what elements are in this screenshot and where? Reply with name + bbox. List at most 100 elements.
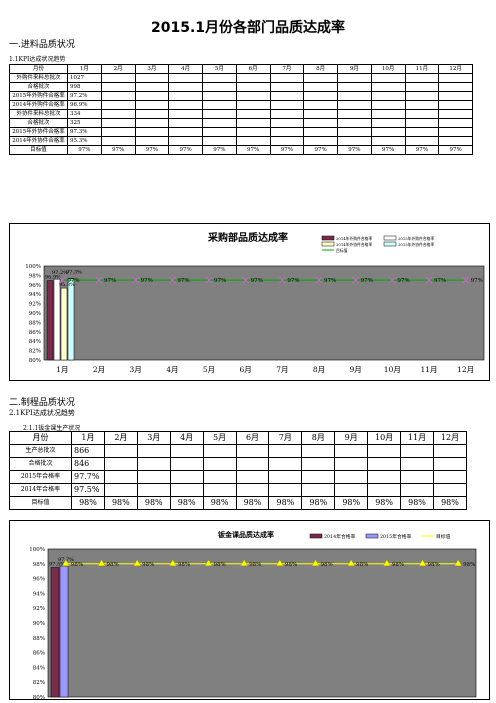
- y-tick-label: 94%: [29, 292, 41, 298]
- table-cell: [169, 470, 204, 484]
- table-cell: [269, 100, 305, 110]
- table-cell: [168, 118, 203, 128]
- table-cell: [334, 470, 369, 484]
- table-cell: [268, 444, 303, 458]
- table-cell: [235, 483, 270, 497]
- y-tick-label: 94%: [33, 591, 45, 597]
- y-tick-label: 88%: [29, 320, 41, 326]
- table-cell: 846: [71, 457, 105, 471]
- table-cell: [235, 73, 271, 83]
- table-cell: [100, 82, 136, 92]
- bar: [53, 278, 61, 361]
- y-tick-label: 80%: [33, 695, 45, 699]
- target-marker: [240, 559, 249, 566]
- table-cell: [103, 457, 138, 471]
- legend-label: 2014年外购件合格率: [336, 236, 372, 241]
- table-cell: [432, 444, 468, 458]
- target-marker: [204, 559, 213, 566]
- table-cell: [337, 118, 372, 128]
- table-cell: 97.7%: [71, 470, 105, 484]
- y-tick-label: 80%: [29, 358, 41, 364]
- y-tick-label: 82%: [29, 349, 41, 355]
- table-cell: [438, 91, 473, 101]
- target-marker: [132, 276, 140, 284]
- table-cell: 97.3%: [67, 127, 102, 137]
- target-data-label: 97%: [214, 278, 226, 284]
- table-cell: [303, 100, 338, 110]
- table-cell: [168, 91, 203, 101]
- table-cell: [235, 457, 270, 471]
- x-tick-label: 7月: [276, 365, 288, 374]
- table-cell: [100, 73, 136, 83]
- month-header: 6月: [235, 431, 270, 445]
- incoming-kpi-table: 月份 1月 2月 3月 4月 5月 6月 7月 8月 9月 10月 11月 12月 外购件来料总批次 102…: [9, 64, 473, 155]
- target-data-label: 98%: [463, 562, 475, 568]
- sheetmetal-chart-svg: 钣金课品质达成率 2014年合格率 2015年合格率 目标值 100% 98% 96% 94%…: [29, 530, 477, 701]
- table-cell: [370, 109, 406, 119]
- table-cell: 97%: [134, 145, 170, 155]
- table-cell: [370, 91, 406, 101]
- row-label: 2014年外购件合格率: [9, 100, 68, 110]
- section2-subheading: 2.1KPI达成状况趋势: [9, 409, 75, 417]
- table-cell: [169, 483, 204, 497]
- table-cell: 98%: [301, 496, 336, 510]
- table-cell: [202, 136, 237, 146]
- table-cell: [235, 444, 270, 458]
- legend-label: 2014年合格率: [324, 533, 356, 540]
- bar-data-label: 97.5%: [49, 562, 65, 568]
- month-header: 1月: [71, 431, 105, 445]
- x-tick-label: 6月: [240, 365, 252, 374]
- x-tick-label: 8月: [313, 365, 325, 374]
- x-tick-label: 1月: [56, 365, 68, 374]
- table-cell: [168, 127, 203, 137]
- table-cell: [337, 109, 372, 119]
- table-row: 合格批次 846: [9, 457, 468, 471]
- target-data-label: 98%: [178, 562, 190, 568]
- table-cell: [303, 91, 338, 101]
- month-header: 8月: [303, 64, 338, 74]
- month-header: 4月: [168, 64, 203, 74]
- target-data-label: 97%: [287, 278, 299, 284]
- table-cell: 98%: [235, 496, 270, 510]
- bar: [59, 565, 69, 698]
- target-data-label: 98%: [428, 562, 440, 568]
- target-marker: [97, 559, 106, 566]
- bar: [46, 280, 54, 361]
- table-cell: [301, 470, 336, 484]
- row-label: 合格批次: [9, 82, 68, 92]
- sheetmetal-kpi-table: 月份 1月 2月 3月 4月 5月 6月 7月 8月 9月 10月 11月 12月 生产总批次 866 合格批…: [9, 431, 468, 510]
- table-cell: [235, 470, 270, 484]
- target-data-label: 98%: [71, 562, 83, 568]
- table-cell: [134, 118, 170, 128]
- table-cell: [269, 73, 305, 83]
- table-cell: 97%: [337, 145, 372, 155]
- table-cell: 97%: [370, 145, 406, 155]
- table-cell: [100, 109, 136, 119]
- table-cell: 98%: [136, 496, 171, 510]
- table-cell: 97%: [202, 145, 237, 155]
- table-row: 2015年外购件合格率 97.2%: [9, 91, 473, 101]
- target-data-label: 98%: [107, 562, 119, 568]
- row-label: 2015年外购件合格率: [9, 91, 68, 101]
- month-header: 8月: [301, 431, 336, 445]
- table-cell: [103, 444, 138, 458]
- month-header: 10月: [367, 431, 402, 445]
- table-cell: [367, 457, 402, 471]
- target-marker: [311, 559, 320, 566]
- table-cell: [370, 73, 406, 83]
- table-header-row: 月份 1月 2月 3月 4月 5月 6月 7月 8月 9月 10月 11月 12月: [9, 431, 468, 445]
- table-cell: [337, 73, 372, 83]
- table-row: 外购件来料总批次 1027: [9, 73, 473, 83]
- table-cell: [370, 100, 406, 110]
- table-cell: [404, 91, 440, 101]
- y-tick-label: 92%: [29, 302, 41, 308]
- month-header: 10月: [370, 64, 406, 74]
- table-cell: [269, 136, 305, 146]
- table-cell: [301, 457, 336, 471]
- y-tick-label: 84%: [29, 339, 41, 345]
- target-marker: [418, 559, 427, 566]
- legend-swatch: [321, 241, 335, 247]
- target-data-label: 97%: [434, 278, 446, 284]
- plot-area: [47, 548, 477, 698]
- month-header-label: 月份: [9, 64, 68, 74]
